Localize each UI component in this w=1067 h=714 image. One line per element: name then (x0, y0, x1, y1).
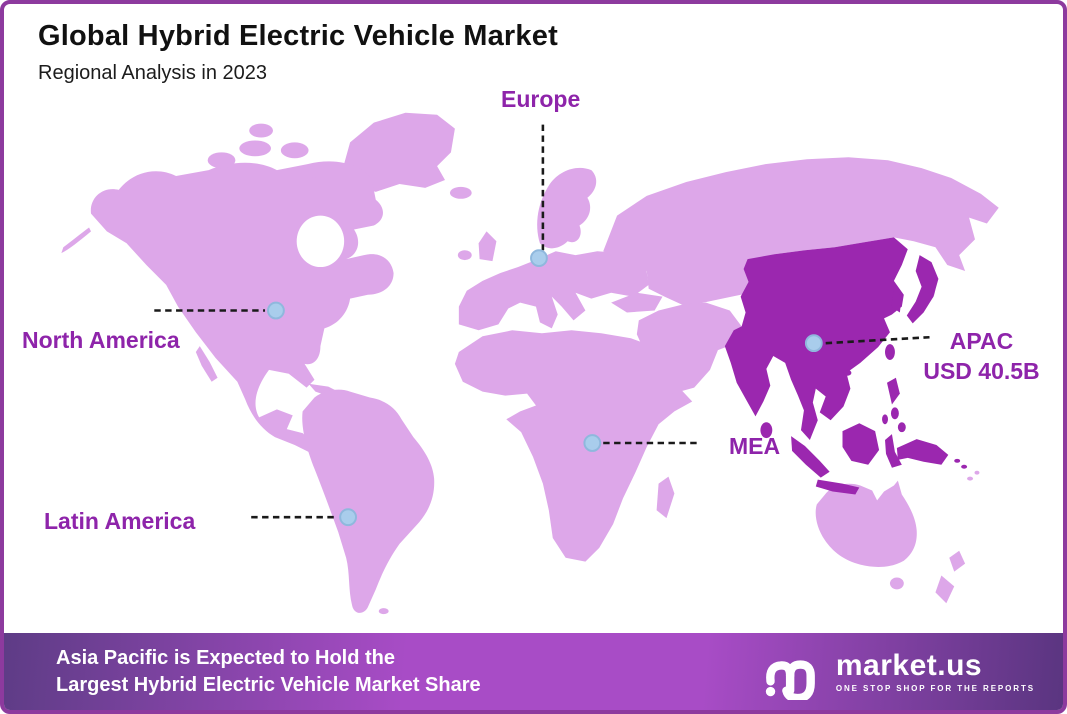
map-arctic-island (249, 123, 273, 138)
map-russia (603, 157, 999, 307)
map-solomon (954, 458, 961, 463)
page-subtitle: Regional Analysis in 2023 (38, 62, 268, 84)
map-sulawesi (885, 434, 902, 468)
map-philippines (897, 422, 906, 433)
region-label-latin-america: Latin America (44, 508, 196, 534)
footer-headline-line2: Largest Hybrid Electric Vehicle Market S… (56, 673, 481, 696)
world-map (61, 112, 999, 615)
map-borneo (842, 423, 880, 465)
marker-mea (583, 434, 602, 452)
map-middle-east (636, 302, 742, 394)
map-philippines (882, 414, 888, 425)
region-label-europe: Europe (501, 86, 581, 112)
map-tasmania (889, 577, 904, 590)
apac-name: APAC (949, 328, 1014, 354)
map-japan (906, 255, 939, 324)
map-java (815, 479, 860, 495)
map-markers (267, 249, 823, 527)
map-uk (478, 231, 497, 262)
footer-headline-line1: Asia Pacific is Expected to Hold the (56, 646, 395, 669)
region-label-north-america: North America (22, 327, 180, 353)
map-arctic-island (302, 166, 323, 179)
map-africa (454, 330, 693, 562)
map-taiwan (885, 344, 895, 360)
page-title: Global Hybrid Electric Vehicle Market (38, 20, 558, 52)
map-sri-lanka (760, 422, 773, 439)
map-south-america (302, 389, 435, 613)
brand-logo: market.us ONE STOP SHOP FOR THE REPORTS (761, 644, 1035, 700)
map-arctic-island (280, 142, 309, 159)
footer-banner: Asia Pacific is Expected to Hold the Lar… (4, 633, 1063, 710)
header: Global Hybrid Electric Vehicle Market Re… (38, 20, 558, 85)
marker-north-america (267, 301, 285, 320)
footer-headline: Asia Pacific is Expected to Hold the Lar… (4, 645, 481, 699)
map-arctic-island (239, 140, 271, 157)
marker-apac (804, 334, 823, 353)
map-new-zealand-north (949, 550, 966, 572)
map-arctic-island (207, 152, 236, 169)
map-baja (195, 346, 218, 382)
brand-name: market.us (835, 648, 983, 682)
brand-text: market.us ONE STOP SHOP FOR THE REPORTS (835, 648, 1035, 693)
map-australia (815, 480, 917, 567)
region-label-apac: APAC USD 40.5B (909, 326, 1054, 386)
map-falklands (378, 608, 389, 615)
map-greenland (340, 112, 455, 192)
leader-lines (154, 124, 930, 519)
map-philippines (890, 407, 899, 420)
map-scandinavia (537, 167, 597, 249)
map-fiji (974, 470, 980, 475)
marker-europe (530, 249, 548, 268)
map-madagascar (656, 476, 675, 519)
marker-latin-america (339, 508, 357, 527)
marketus-logo-icon (765, 659, 815, 700)
region-label-mea: MEA (729, 433, 781, 459)
brand-tagline: ONE STOP SHOP FOR THE REPORTS (835, 683, 1035, 693)
map-solomon (961, 464, 968, 469)
map-europe-mainland (458, 251, 649, 331)
map-sumatra (791, 436, 830, 478)
map-iceland (449, 186, 472, 199)
map-new-zealand-south (935, 575, 955, 604)
map-hudson-bay (296, 215, 345, 268)
map-new-guinea (896, 439, 949, 465)
map-korea (890, 290, 902, 313)
map-turkey (611, 292, 663, 313)
map-ireland (457, 250, 472, 261)
map-aleutians (61, 227, 92, 254)
apac-value: USD 40.5B (923, 358, 1040, 384)
map-hainan (843, 369, 852, 376)
map-philippines-luzon (886, 377, 900, 405)
map-fiji (967, 476, 974, 481)
